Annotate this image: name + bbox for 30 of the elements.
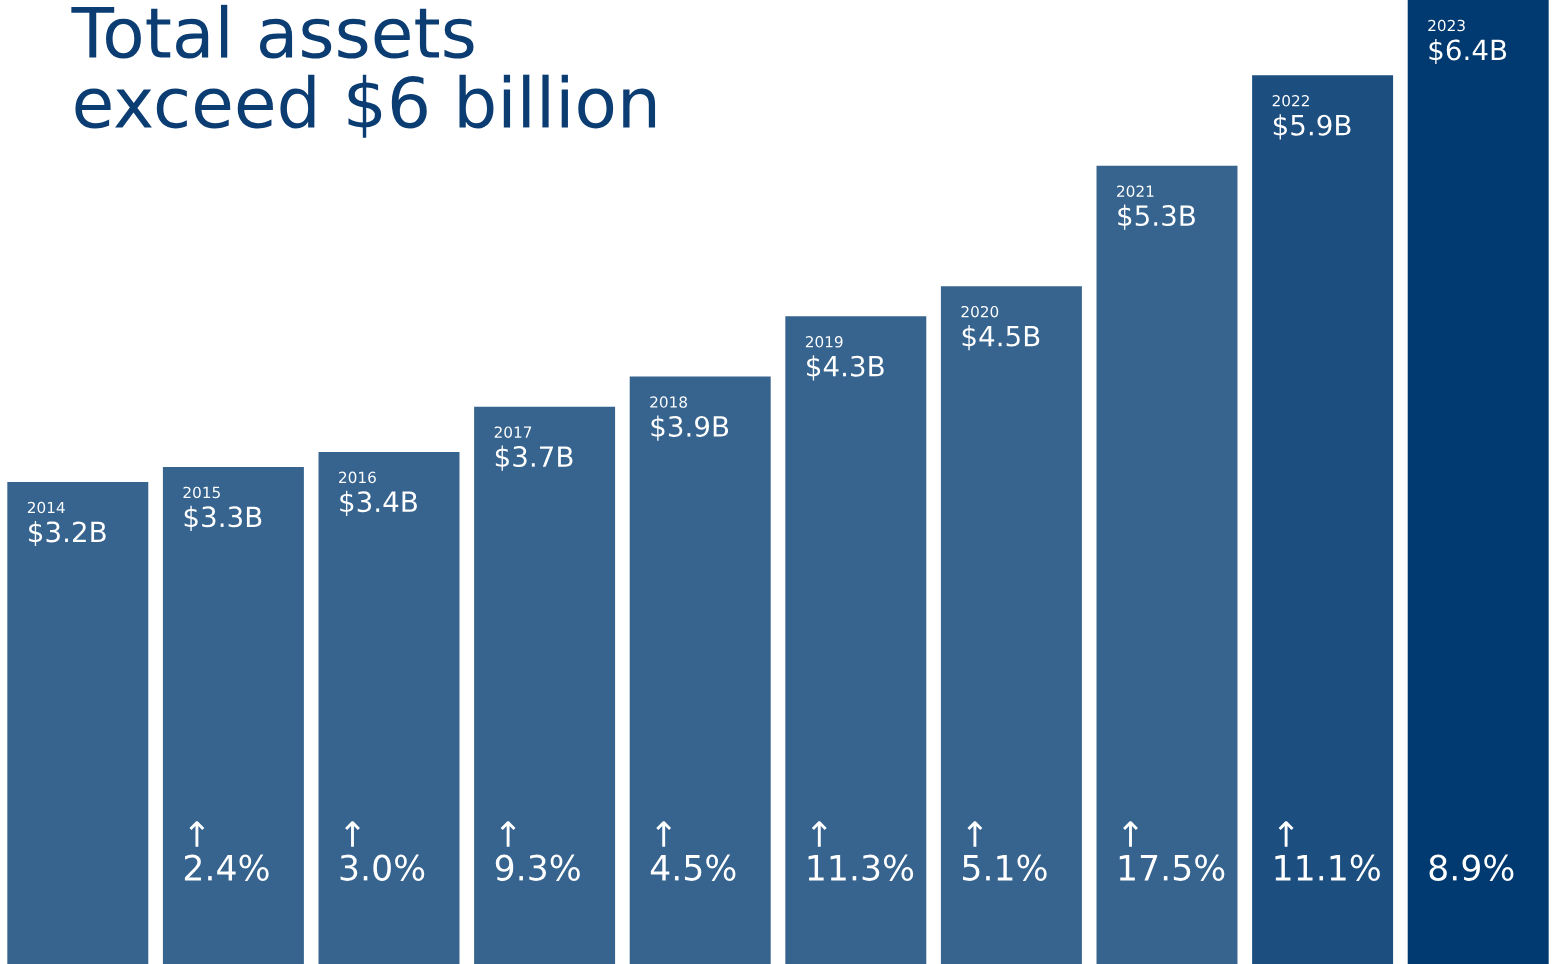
x-tick-label: 2022	[1272, 95, 1309, 107]
annotation: ↑ 11.3%	[808, 821, 914, 881]
data-label: $6.4B	[1429, 38, 1507, 65]
x-tick-label: 2021	[1117, 185, 1154, 197]
annotation: 8.9%	[1429, 854, 1514, 881]
data-label: $3.4B	[340, 490, 417, 516]
annotation: ↑ 5.1%	[963, 821, 1047, 881]
x-tick-label: 2019	[805, 336, 843, 348]
x-tick-label: 2014	[27, 501, 65, 514]
x-tick-label: 2015	[183, 486, 220, 499]
data-label: $5.3B	[1118, 204, 1195, 230]
data-label: $3.3B	[184, 505, 262, 532]
annotation: ↑ 9.3%	[495, 821, 580, 881]
x-tick-label: 2020	[961, 305, 999, 318]
text: Total assets exceed $6 billion	[71, 4, 656, 138]
x-tick-label: 2017	[494, 426, 532, 438]
data-label: $3.7B	[495, 445, 573, 471]
x-tick-label: 2016	[339, 471, 376, 484]
annotation: ↑ 17.5%	[1119, 821, 1225, 881]
annotation: ↑ 2.4%	[184, 821, 269, 881]
x-tick-label: 2023	[1428, 19, 1465, 32]
data-label: $4.5B	[962, 325, 1040, 351]
x-tick-label: 2018	[650, 396, 687, 408]
data-label: $3.2B	[29, 520, 106, 547]
annotation: ↑ 4.5%	[650, 821, 736, 881]
annotation: ↑ 3.0%	[340, 821, 425, 881]
data-label: $3.9B	[651, 415, 729, 441]
annotation: ↑ 11.1%	[1275, 821, 1380, 881]
data-label: $5.9B	[1273, 114, 1351, 140]
data-label: $4.3B	[807, 355, 884, 381]
